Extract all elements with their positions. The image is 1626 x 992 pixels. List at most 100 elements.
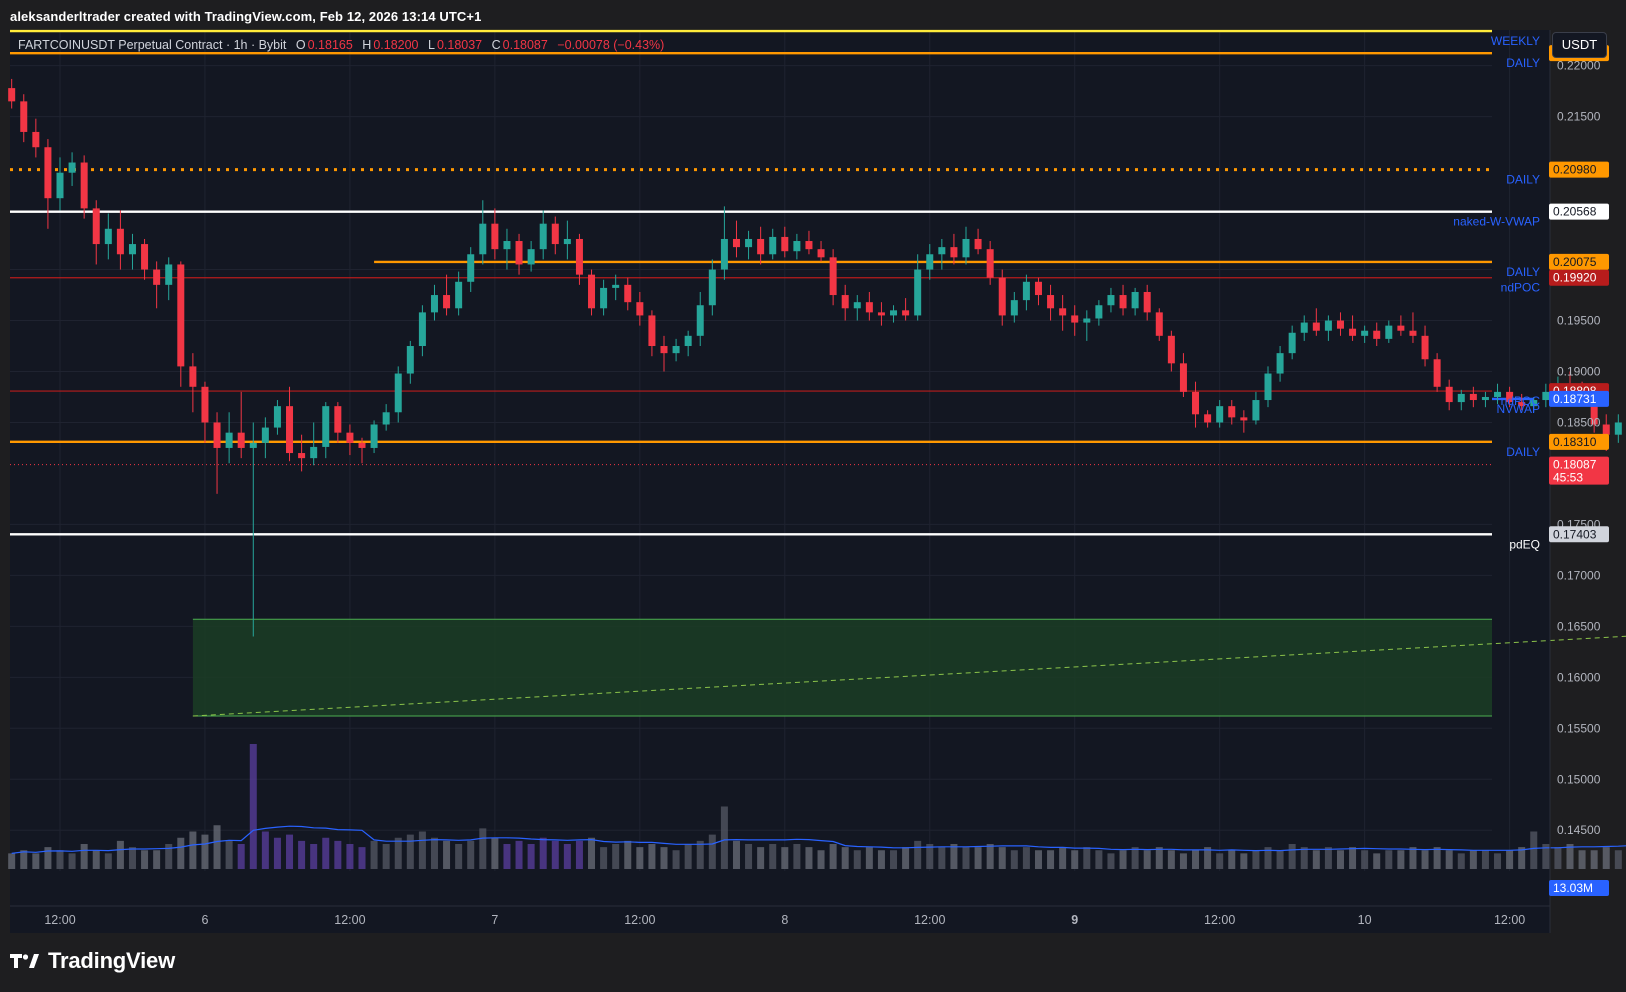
volume-bar: [672, 850, 680, 869]
volume-bar: [249, 744, 257, 869]
volume-bar: [479, 828, 487, 869]
volume-bar: [1494, 853, 1502, 869]
candle-body: [1336, 320, 1344, 329]
candle-body: [443, 295, 451, 309]
candle-body: [974, 238, 982, 250]
candle-body: [1542, 391, 1550, 401]
candle-body: [237, 432, 245, 448]
volume-bar: [720, 806, 728, 869]
level-label: DAILY: [1506, 173, 1540, 187]
volume-bar: [44, 847, 52, 869]
price-tag-bg: [1549, 390, 1609, 407]
candle-body: [1252, 400, 1260, 421]
brand: TradingView: [10, 948, 175, 974]
volume-bar: [1481, 850, 1489, 869]
volume-bar: [1433, 847, 1441, 869]
candle-body: [80, 162, 88, 209]
candle-body: [1324, 320, 1332, 331]
volume-bar: [225, 840, 233, 869]
volume-bar: [1083, 847, 1091, 869]
candle-body: [165, 264, 173, 285]
volume-bar: [261, 831, 269, 869]
time-tick-label: 12:00: [1204, 913, 1235, 927]
volume-bar: [563, 844, 571, 869]
volume-bar: [1059, 847, 1067, 869]
volume-bar: [817, 850, 825, 869]
volume-bar: [1349, 847, 1357, 869]
legend-open-label: O: [295, 38, 306, 52]
price-chart[interactable]: 0.220000.215000.200000.195000.190000.185…: [0, 0, 1626, 940]
volume-bar: [1336, 850, 1344, 869]
candle-body: [1216, 406, 1224, 423]
volume-bar: [914, 840, 922, 869]
volume-bar: [926, 844, 934, 869]
legend-title[interactable]: FARTCOINUSDT Perpetual Contract · 1h · B…: [18, 38, 287, 52]
time-tick-label: 9: [1071, 913, 1078, 927]
candle-body: [1602, 424, 1610, 435]
volume-bar: [708, 834, 716, 869]
volume-bar: [1131, 847, 1139, 869]
volume-bar: [1373, 853, 1381, 869]
volume-bar: [1614, 850, 1622, 869]
candle-body: [877, 312, 885, 316]
volume-bar: [769, 844, 777, 869]
candle-body: [914, 269, 922, 316]
volume-bar: [1590, 850, 1598, 869]
candle-body: [382, 412, 390, 425]
time-tick-label: 12:00: [914, 913, 945, 927]
candles: [8, 78, 1622, 637]
candle-body: [624, 284, 632, 303]
volume-bar: [418, 831, 426, 869]
volume-bar: [612, 844, 620, 869]
volume-bar: [92, 850, 100, 869]
candle-body: [1167, 335, 1175, 364]
candle-body: [213, 422, 221, 448]
candle-body: [394, 373, 402, 413]
candle-body: [1204, 414, 1212, 423]
volume-bar: [781, 847, 789, 869]
candle-body: [128, 244, 136, 255]
time-tick-label: 12:00: [334, 913, 365, 927]
volume-bar: [1119, 850, 1127, 869]
legend-open-value: 0.18165: [307, 38, 353, 52]
candle-body: [551, 223, 559, 245]
time-tick-label: 12:00: [44, 913, 75, 927]
candle-body: [346, 432, 354, 443]
candle-body: [406, 346, 414, 374]
volume-bar: [128, 847, 136, 869]
candle-body: [1421, 335, 1429, 360]
volume-bar: [116, 840, 124, 869]
volume-bar: [950, 844, 958, 869]
candle-body: [153, 269, 161, 285]
legend-low-label: L: [427, 38, 435, 52]
candle-body: [1445, 386, 1453, 403]
volume-bar: [358, 847, 366, 869]
volume-bar: [539, 837, 547, 869]
candle-body: [1481, 396, 1489, 401]
candle-body: [1349, 328, 1357, 336]
volume-bar: [68, 853, 76, 869]
candle-body: [1010, 300, 1018, 316]
volume-bar: [406, 834, 414, 869]
price-tag: 0.18310: [1553, 435, 1597, 449]
candle-body: [1409, 330, 1417, 336]
volume-bar: [1264, 847, 1272, 869]
candle-body: [92, 208, 100, 245]
volume-bar: [443, 840, 451, 869]
volume-bar: [1216, 853, 1224, 869]
price-tag: 0.20075: [1553, 255, 1597, 269]
currency-button[interactable]: USDT: [1552, 32, 1607, 58]
price-tag-bg: [1549, 269, 1609, 286]
candle-body: [491, 223, 499, 250]
volume-bar: [1107, 853, 1115, 869]
volume-bar: [1542, 844, 1550, 869]
volume-bar: [636, 847, 644, 869]
volume-bar: [1192, 850, 1200, 869]
time-axis[interactable]: 12:00612:00712:00812:00912:001012:001112…: [44, 913, 1626, 927]
candle-body: [56, 172, 64, 199]
volume-bar: [974, 847, 982, 869]
candle-body: [769, 236, 777, 255]
volume-bar: [273, 837, 281, 869]
candle-body: [201, 386, 209, 423]
candle-body: [926, 254, 934, 270]
